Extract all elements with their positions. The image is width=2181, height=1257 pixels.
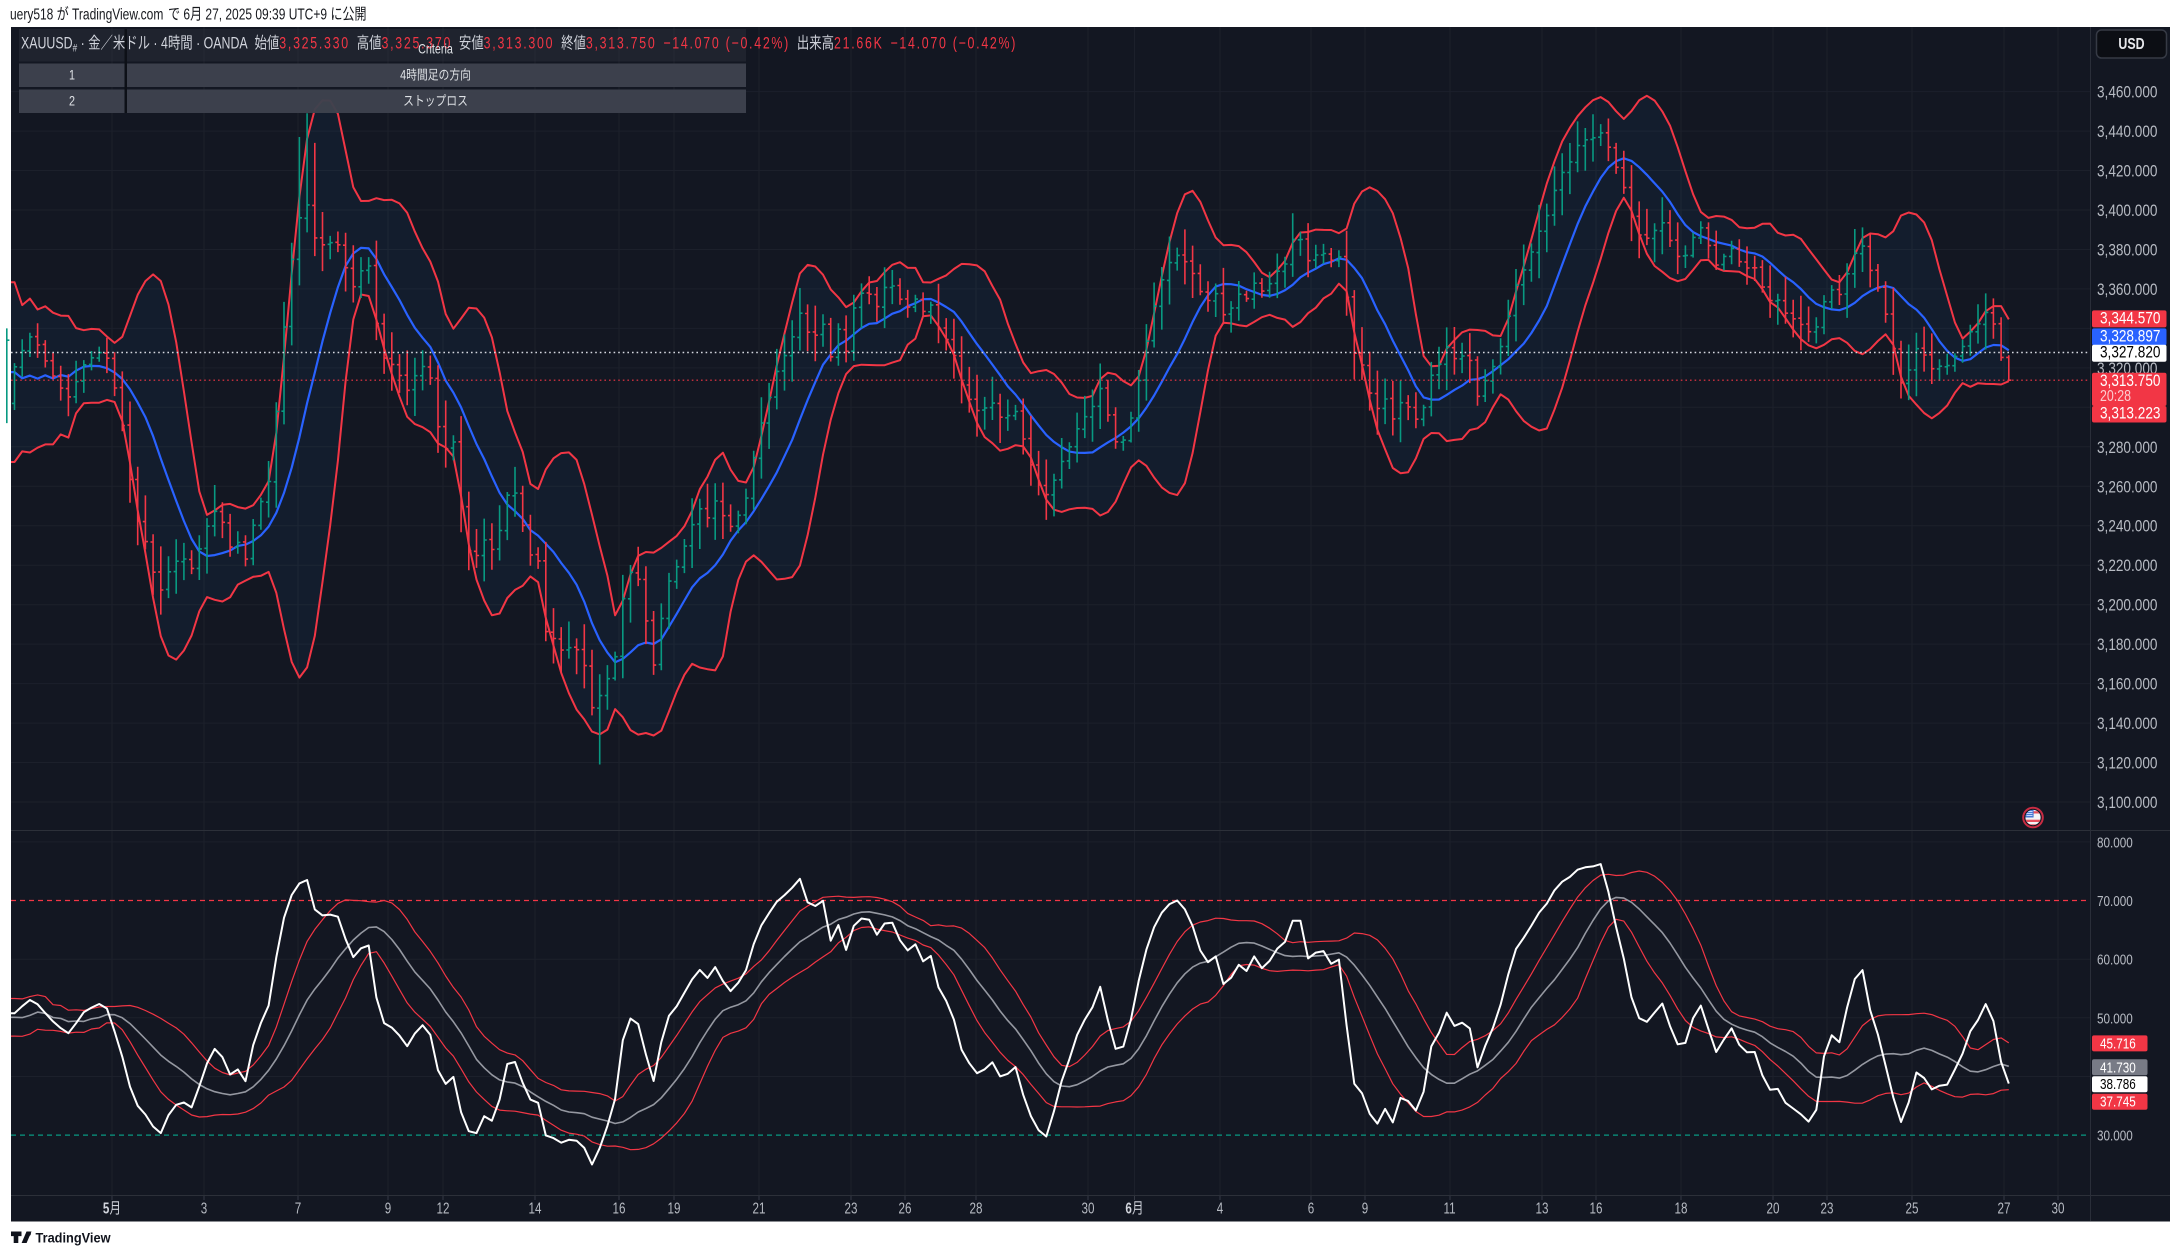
svg-text:3,260.000: 3,260.000 (2097, 478, 2157, 497)
svg-text:−14.070 (−0.42%): −14.070 (−0.42%) (890, 35, 1017, 53)
svg-text:3,140.000: 3,140.000 (2097, 715, 2157, 734)
svg-text:3,280.000: 3,280.000 (2097, 438, 2157, 457)
svg-text:14: 14 (529, 1200, 542, 1217)
svg-text:3,327.820: 3,327.820 (2100, 343, 2160, 362)
svg-text:9: 9 (385, 1200, 391, 1217)
svg-text:26: 26 (899, 1200, 912, 1217)
svg-text:3,313.750: 3,313.750 (586, 35, 657, 53)
svg-text:27, 2025 09:39 UTC+9: 27, 2025 09:39 UTC+9 (202, 5, 330, 23)
svg-text:3,400.000: 3,400.000 (2097, 202, 2157, 221)
svg-text:23: 23 (1821, 1200, 1834, 1217)
svg-text:3,344.570: 3,344.570 (2100, 309, 2160, 328)
svg-text:38.786: 38.786 (2100, 1076, 2136, 1093)
svg-text:5: 5 (103, 1200, 110, 1217)
svg-text:3,100.000: 3,100.000 (2097, 794, 2157, 813)
svg-text:30.000: 30.000 (2097, 1127, 2133, 1144)
svg-text:· 4: · 4 (150, 35, 168, 53)
svg-text:30: 30 (2052, 1200, 2065, 1217)
svg-text:3,220.000: 3,220.000 (2097, 557, 2157, 576)
svg-text:12: 12 (437, 1200, 450, 1217)
svg-text:3,380.000: 3,380.000 (2097, 241, 2157, 260)
svg-text:45.716: 45.716 (2100, 1035, 2136, 1052)
svg-text:3,160.000: 3,160.000 (2097, 675, 2157, 694)
svg-text:3,328.897: 3,328.897 (2100, 327, 2160, 346)
svg-text:#: # (73, 42, 78, 54)
svg-text:41.730: 41.730 (2100, 1059, 2136, 1076)
svg-text:11: 11 (1444, 1200, 1456, 1217)
svg-text:16: 16 (613, 1200, 626, 1217)
svg-text:· OANDA: · OANDA (193, 35, 251, 53)
svg-text:3: 3 (201, 1200, 208, 1217)
svg-text:USD: USD (2118, 35, 2144, 53)
svg-text:6: 6 (180, 5, 190, 23)
svg-text:3,313.223: 3,313.223 (2100, 404, 2160, 423)
svg-text:37.745: 37.745 (2100, 1093, 2136, 1110)
svg-text:19: 19 (668, 1200, 681, 1217)
svg-text:9: 9 (1362, 1200, 1368, 1217)
svg-text:50.000: 50.000 (2097, 1010, 2133, 1027)
svg-text:3,325.330: 3,325.330 (279, 35, 350, 53)
svg-text:3,240.000: 3,240.000 (2097, 517, 2157, 536)
svg-text:3,440.000: 3,440.000 (2097, 123, 2157, 142)
svg-text:7: 7 (295, 1200, 301, 1217)
svg-text:1: 1 (69, 67, 75, 82)
svg-text:3,460.000: 3,460.000 (2097, 83, 2157, 102)
svg-text:13: 13 (1536, 1200, 1549, 1217)
svg-text:70.000: 70.000 (2097, 893, 2133, 910)
svg-text:60.000: 60.000 (2097, 951, 2133, 968)
svg-text:3,360.000: 3,360.000 (2097, 281, 2157, 300)
svg-text:TradingView: TradingView (36, 1230, 111, 1246)
svg-text:16: 16 (1590, 1200, 1603, 1217)
svg-text:6: 6 (1308, 1200, 1315, 1217)
svg-text:uery518: uery518 (10, 5, 57, 23)
svg-text:20: 20 (1767, 1200, 1780, 1217)
svg-text:4: 4 (400, 67, 406, 82)
svg-text:80.000: 80.000 (2097, 834, 2133, 851)
svg-text:4: 4 (1217, 1200, 1224, 1217)
svg-text:21.66K: 21.66K (834, 35, 884, 53)
svg-text:27: 27 (1998, 1200, 2011, 1217)
svg-text:20:28: 20:28 (2100, 386, 2131, 404)
svg-text:21: 21 (753, 1200, 766, 1217)
svg-text:·: · (77, 35, 88, 53)
svg-text:−14.070 (−0.42%): −14.070 (−0.42%) (663, 35, 790, 53)
svg-text:3,313.750: 3,313.750 (2100, 372, 2160, 391)
svg-text:23: 23 (845, 1200, 858, 1217)
svg-text:6: 6 (1125, 1200, 1132, 1217)
svg-text:Criteria: Criteria (418, 41, 453, 56)
svg-text:3,180.000: 3,180.000 (2097, 636, 2157, 655)
svg-text:25: 25 (1906, 1200, 1919, 1217)
svg-text:XAUUSD: XAUUSD (21, 35, 73, 53)
svg-text:3,325.370: 3,325.370 (382, 35, 453, 53)
svg-text:28: 28 (970, 1200, 983, 1217)
svg-text:18: 18 (1675, 1200, 1688, 1217)
svg-text:2: 2 (69, 93, 75, 108)
svg-text:30: 30 (1082, 1200, 1095, 1217)
svg-text:TradingView.com: TradingView.com (69, 5, 167, 23)
svg-text:3,313.300: 3,313.300 (484, 35, 555, 53)
svg-text:3,200.000: 3,200.000 (2097, 596, 2157, 615)
svg-text:3,120.000: 3,120.000 (2097, 754, 2157, 773)
svg-text:3,420.000: 3,420.000 (2097, 162, 2157, 181)
